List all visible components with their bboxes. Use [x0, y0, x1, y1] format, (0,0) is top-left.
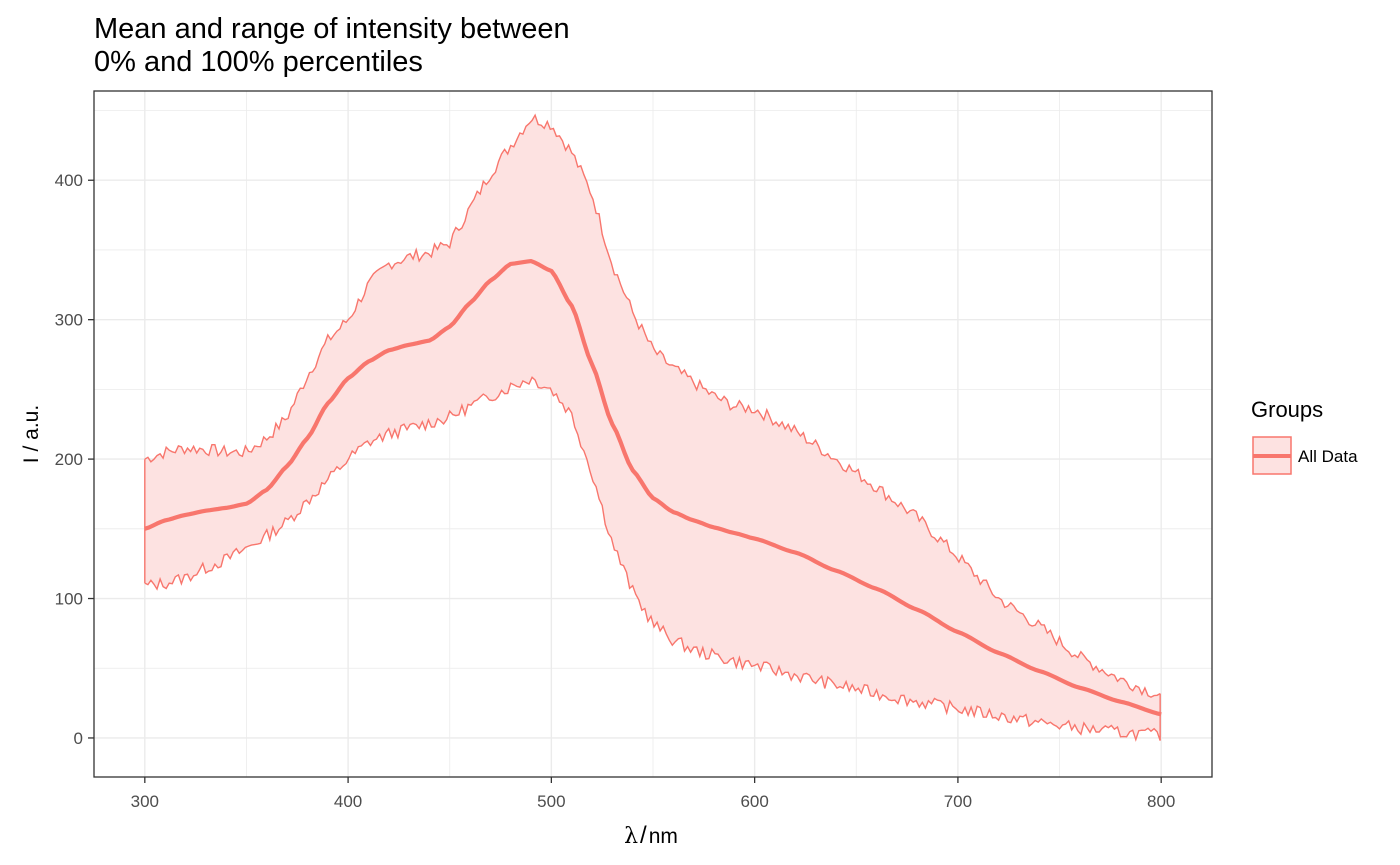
legend-label-all-data: All Data: [1298, 447, 1358, 466]
x-tick-label: 700: [944, 792, 972, 811]
y-axis-title: I / a.u.: [20, 405, 43, 463]
x-tick-label: 600: [740, 792, 768, 811]
x-axis: 300 400 500 600 700 800: [131, 777, 1175, 811]
x-tick-label: 400: [334, 792, 362, 811]
legend: Groups All Data: [1251, 397, 1358, 475]
legend-title: Groups: [1251, 397, 1323, 422]
y-axis: 0 100 200 300 400: [55, 171, 94, 748]
chart-title-line-1: Mean and range of intensity between: [94, 13, 570, 45]
x-tick-label: 800: [1147, 792, 1175, 811]
x-tick-label: 300: [131, 792, 159, 811]
y-tick-label: 400: [55, 171, 83, 190]
x-axis-title: λ/nm: [624, 822, 678, 849]
x-axis-title-slash: /: [640, 822, 647, 849]
range-ribbon: [144, 115, 1161, 741]
y-tick-label: 300: [55, 311, 83, 330]
y-tick-label: 100: [55, 590, 83, 609]
mean-line: [144, 259, 1162, 717]
max-line: [144, 113, 1161, 698]
x-tick-label: 500: [537, 792, 565, 811]
min-line: [144, 376, 1161, 742]
x-axis-title-unit: nm: [649, 825, 678, 848]
chart-title-line-2: 0% and 100% percentiles: [94, 46, 423, 78]
y-tick-label: 0: [74, 729, 83, 748]
plot-panel-border: [93, 90, 1213, 778]
y-tick-label: 200: [55, 450, 83, 469]
x-axis-title-symbol: λ: [624, 824, 638, 849]
